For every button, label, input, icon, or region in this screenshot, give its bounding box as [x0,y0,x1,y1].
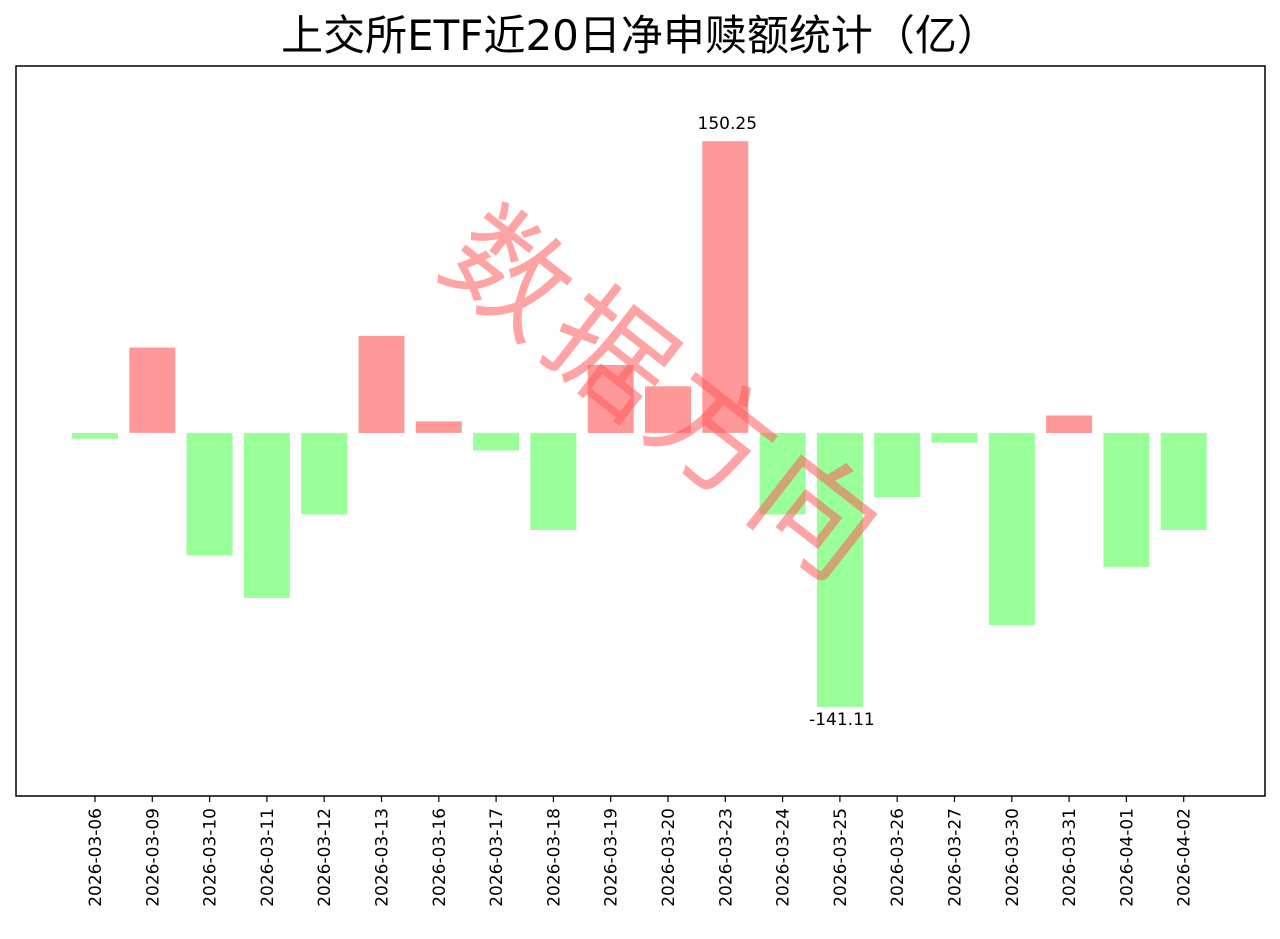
x-tick-label: 2026-03-19 [602,808,622,907]
bar-2026-03-20 [645,386,691,433]
bar-2026-03-16 [415,421,462,433]
x-tick-label: 2026-03-10 [201,808,221,907]
x-tick-label: 2026-03-24 [774,808,794,907]
x-tick-label: 2026-03-17 [487,808,507,907]
bar-2026-03-19 [587,365,634,433]
x-axis-ticks: 2026-03-06 2026-03-09 2026-03-10 2026-03-11… [86,796,1195,907]
x-tick-label: 2026-03-26 [888,808,908,907]
bar-2026-04-01 [1103,432,1150,567]
x-tick-label: 2026-03-11 [258,808,278,907]
x-tick-label: 2026-03-30 [1003,808,1023,907]
watermark: 数据方向 [417,183,912,613]
x-tick-label: 2026-03-06 [86,808,106,907]
x-tick-label: 2026-03-16 [430,808,450,907]
bar-2026-04-02 [1160,432,1207,530]
x-tick-label: 2026-03-13 [373,808,393,907]
plot-frame [15,65,1266,797]
x-tick-label: 2026-03-20 [659,808,679,907]
bar-2026-03-26 [874,432,921,497]
x-tick-label: 2026-03-12 [315,808,335,907]
bar-2026-03-06 [72,432,118,439]
chart-title: 上交所ETF近20日净申赎额统计（亿） [281,11,999,60]
bar-2026-03-30 [988,432,1035,626]
watermark-text: 数据方向 [417,183,912,613]
x-tick-label: 2026-03-23 [716,808,736,907]
bar-2026-03-09 [129,347,176,433]
bars-layer [72,141,1207,707]
x-tick-label: 2026-03-18 [544,808,564,907]
bar-2026-03-13 [358,335,405,433]
bar-2026-03-17 [473,432,520,451]
x-tick-label: 2026-03-09 [143,808,163,907]
bar-2026-03-25 [816,432,863,707]
x-tick-label: 2026-03-27 [946,808,966,907]
data-labels-layer: 150.25 -141.11 [698,114,875,730]
data-label-2026-03-23: 150.25 [698,114,757,134]
bar-2026-03-12 [301,432,348,515]
bar-2026-03-27 [931,432,978,443]
bar-2026-03-11 [243,432,290,598]
bar-2026-03-10 [186,432,233,556]
data-label-2026-03-25: -141.11 [809,710,875,730]
x-tick-label: 2026-03-25 [831,808,851,907]
bar-2026-03-24 [759,432,806,515]
bar-2026-03-18 [530,432,577,530]
bar-2026-03-23 [702,141,749,433]
x-tick-label: 2026-04-02 [1175,808,1195,907]
x-tick-label: 2026-03-31 [1060,808,1080,907]
bar-2026-03-31 [1046,415,1093,433]
x-tick-label: 2026-04-01 [1117,808,1137,907]
